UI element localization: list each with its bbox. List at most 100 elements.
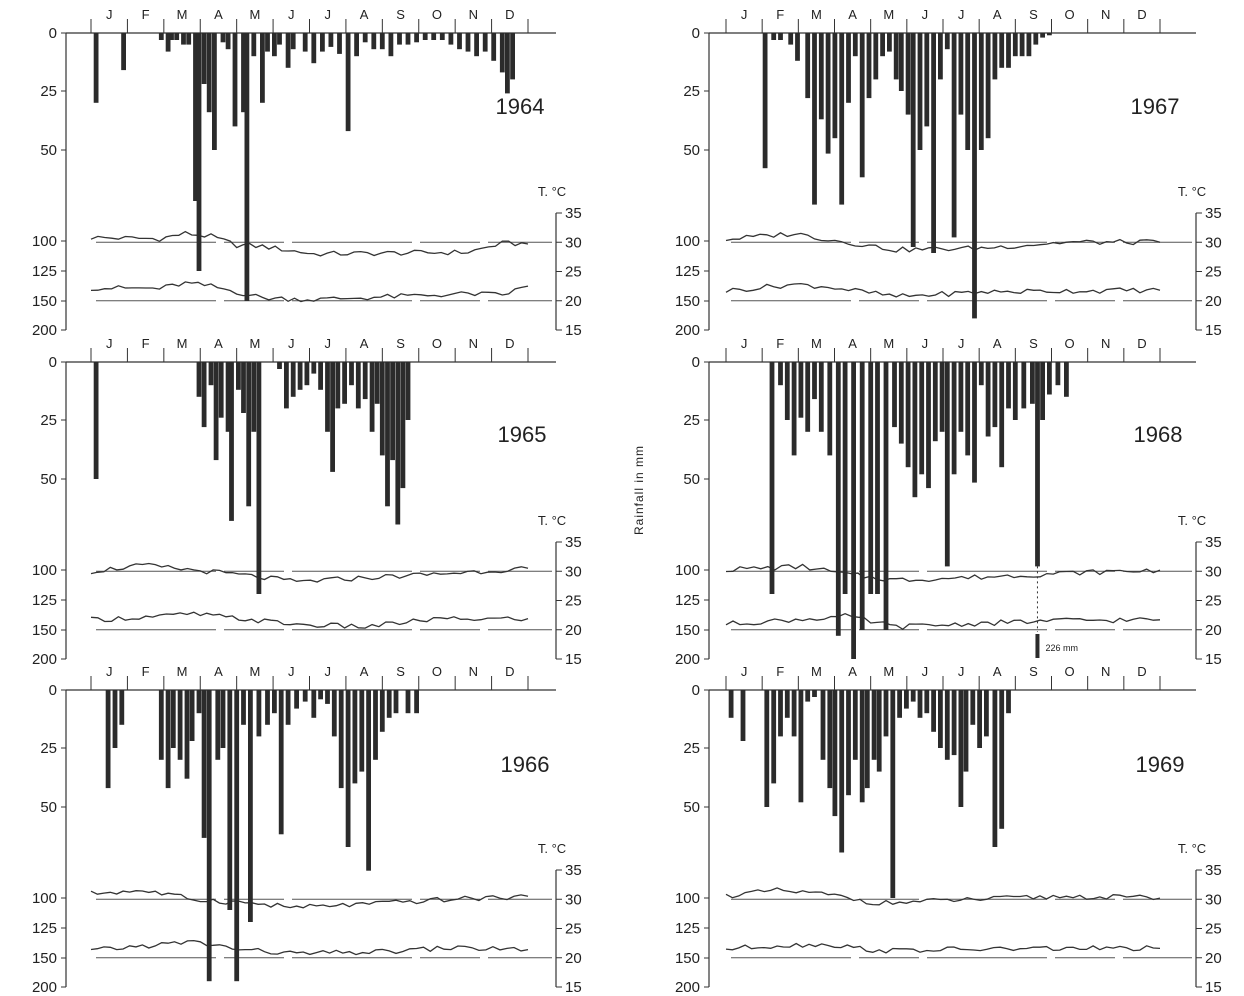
month-label: F <box>776 7 784 22</box>
month-label: A <box>993 336 1002 351</box>
rain-bar <box>158 33 164 40</box>
month-label: M <box>883 7 894 22</box>
rain-bar <box>827 362 833 456</box>
tmin-line <box>90 939 529 956</box>
temp-tick-label: 15 <box>565 979 582 996</box>
temp-tick-label: 35 <box>565 205 582 222</box>
rain-tick-label: 25 <box>40 83 57 100</box>
month-label: N <box>469 664 478 679</box>
rain-bar <box>965 33 971 150</box>
rain-tick-label: 50 <box>683 799 700 816</box>
rain-bar <box>362 33 368 43</box>
tmax-line <box>90 890 529 909</box>
rain-bar <box>390 362 395 461</box>
month-label: N <box>469 7 478 22</box>
rain-bar <box>1021 362 1027 409</box>
rain-bar <box>999 690 1005 829</box>
rain-bar <box>414 690 419 714</box>
rain-bar <box>256 690 262 737</box>
rain-bar <box>265 33 270 52</box>
rain-bar <box>887 33 892 52</box>
rain-bar <box>371 33 377 50</box>
month-label: M <box>249 664 260 679</box>
rain-bar <box>805 690 811 702</box>
rain-bar <box>805 362 811 432</box>
rain-bar <box>201 362 207 428</box>
month-label: S <box>396 336 405 351</box>
rain-bar <box>728 690 734 718</box>
rain-bar <box>325 690 330 704</box>
rain-bar <box>938 33 943 80</box>
rain-tick-label: 200 <box>675 322 700 339</box>
rain-bar <box>272 690 277 714</box>
month-label: A <box>214 7 223 22</box>
rain-bar <box>769 362 775 594</box>
rain-bar <box>278 690 284 835</box>
month-label: S <box>1029 7 1038 22</box>
rain-bar <box>272 33 277 57</box>
rain-tick-label: 25 <box>40 740 57 757</box>
rain-bar <box>422 33 428 40</box>
shared-y-axis-label: Rainfall in mm <box>632 445 646 535</box>
month-label: A <box>993 664 1002 679</box>
rain-bar <box>105 690 111 789</box>
rain-bar <box>218 362 224 418</box>
temp-tick-label: 15 <box>1205 322 1222 339</box>
rain-bar <box>386 690 392 718</box>
offscale-bar <box>1035 634 1040 658</box>
rain-bar <box>818 33 824 120</box>
year-label: 1967 <box>1131 94 1180 119</box>
rain-bar <box>400 362 406 489</box>
rain-bar <box>294 690 299 709</box>
rain-bar <box>491 33 497 61</box>
rain-bar <box>260 33 265 103</box>
month-label: M <box>177 7 188 22</box>
rain-tick-label: 100 <box>675 233 700 250</box>
temp-tick-label: 25 <box>565 593 582 610</box>
tmin-line <box>90 611 529 629</box>
rain-bar <box>963 690 969 772</box>
rain-bar <box>304 362 310 386</box>
rain-bar <box>465 33 471 52</box>
rain-bar <box>892 362 897 428</box>
month-label: D <box>505 336 514 351</box>
rain-bar <box>951 33 957 238</box>
rain-bar <box>169 33 174 40</box>
rain-tick-label: 200 <box>32 651 57 668</box>
temp-tick-label: 30 <box>1205 234 1222 251</box>
rain-bar <box>225 33 231 50</box>
month-label: O <box>432 7 442 22</box>
temp-tick-label: 15 <box>565 322 582 339</box>
rain-tick-label: 25 <box>683 740 700 757</box>
rain-bar <box>1026 33 1032 57</box>
rain-bar <box>846 690 851 796</box>
rain-bar <box>970 690 976 725</box>
panel-1967: 0 25 50 100 125 150 200 J F M A M J J A S O N D 35 30 25 20 15 T… <box>675 7 1222 339</box>
rain-bar <box>208 362 214 386</box>
rain-bar <box>771 690 777 784</box>
month-label: S <box>396 7 405 22</box>
rain-bar <box>818 362 824 432</box>
month-label: O <box>1065 664 1075 679</box>
rain-bar <box>177 690 183 760</box>
tmax-line <box>725 232 1161 253</box>
rain-bar <box>839 33 845 205</box>
rain-bar <box>184 690 190 779</box>
month-label: F <box>776 336 784 351</box>
rain-bar <box>354 33 359 57</box>
rain-bar <box>342 362 347 404</box>
month-label: J <box>922 7 929 22</box>
rain-bar <box>778 33 783 40</box>
rain-bar <box>431 33 437 40</box>
rain-bar <box>904 690 909 709</box>
year-label: 1964 <box>496 94 545 119</box>
rain-bar <box>852 690 858 760</box>
rain-bar <box>345 33 351 132</box>
rain-bar <box>335 362 341 409</box>
rain-bar <box>784 690 790 718</box>
month-label: M <box>811 664 822 679</box>
rain-bar <box>1012 362 1018 420</box>
month-label: F <box>142 7 150 22</box>
month-label: J <box>741 336 748 351</box>
rain-bar <box>978 33 984 150</box>
